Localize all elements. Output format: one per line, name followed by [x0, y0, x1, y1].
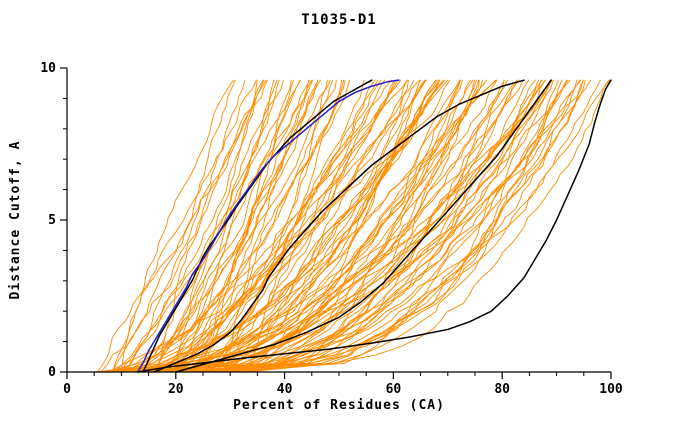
chart-title: T1035-D1 [301, 12, 377, 28]
ensemble-curve [184, 79, 402, 373]
ensemble-curve [230, 79, 584, 373]
x-tick-label: 40 [277, 382, 293, 397]
ensemble-curve [213, 79, 582, 373]
x-axis-label: Percent of Residues (CA) [233, 398, 445, 413]
ensemble-curve [158, 79, 520, 373]
ensemble-curve [132, 79, 546, 373]
ensemble-curve [120, 79, 265, 373]
ensemble-curve [184, 79, 496, 373]
ensemble-curve [179, 79, 610, 373]
ensemble-curve [144, 79, 421, 373]
ensemble-curve [180, 79, 474, 373]
ensemble-curve [93, 79, 542, 373]
ensemble-curve [173, 79, 292, 373]
ensemble-curve [123, 79, 351, 373]
ensemble-curve [133, 79, 331, 373]
ensemble-curve [219, 79, 461, 373]
highlight-curve-black-model-3 [175, 79, 552, 373]
ensemble-curve [175, 79, 284, 373]
ensemble-curve [149, 79, 438, 373]
ensemble-curve [251, 79, 427, 373]
ensemble-curve [149, 79, 258, 373]
ensemble-curve [170, 79, 498, 373]
ensemble-curve [196, 79, 440, 373]
ensemble-curve [233, 79, 553, 373]
ensemble-curve [157, 79, 264, 373]
ensemble-curve [212, 79, 505, 373]
ensemble-curve [217, 79, 386, 373]
ensemble-curve [118, 79, 246, 373]
ensemble-curve [181, 79, 539, 373]
ensemble-curve [183, 79, 399, 373]
ensemble-curve [156, 79, 278, 373]
ensemble-curve [113, 79, 311, 373]
ensemble-curve [112, 79, 257, 373]
x-tick-label: 80 [494, 382, 510, 397]
ensemble-curve [152, 79, 551, 373]
highlight-curve-blue-model [136, 79, 400, 373]
ensemble-curve [163, 79, 275, 373]
ensemble-curve [96, 79, 268, 373]
highlight-curve-black-model-1 [142, 79, 373, 373]
ensemble-curve [243, 79, 463, 373]
x-tick-label: 100 [599, 382, 623, 397]
ensemble-curve [200, 79, 477, 373]
ensemble-curve [224, 79, 581, 373]
ensemble-curve [155, 79, 294, 373]
ensemble-curve [192, 79, 346, 373]
ensemble-curve [187, 79, 497, 373]
highlight-curve-black-model-2 [153, 79, 525, 373]
ensemble-curve [120, 79, 234, 373]
x-tick-label: 60 [386, 382, 402, 397]
ensemble-curve [166, 79, 396, 373]
ensemble-curve [250, 79, 480, 373]
ensemble-curve [111, 79, 236, 373]
ensemble-curve [141, 79, 440, 373]
ensemble-curve [113, 79, 379, 373]
ensemble-curve [247, 79, 530, 373]
ensemble-curve [126, 79, 301, 373]
x-tick-label: 0 [63, 382, 71, 397]
y-tick-label: 0 [48, 365, 56, 380]
ensemble-curve [164, 79, 551, 373]
ensemble-curve [103, 79, 601, 373]
ensemble-curve [224, 79, 471, 373]
ensemble-curve [100, 79, 267, 373]
ensemble-curve [155, 79, 446, 373]
ensemble-curve [102, 79, 592, 373]
ensemble-curve [118, 79, 334, 373]
ensemble-curve [228, 79, 563, 373]
highlight-curve-black-model-4 [136, 79, 612, 373]
ensemble-curve [173, 79, 309, 373]
ensemble-curve [211, 79, 578, 373]
y-tick-label: 5 [48, 213, 56, 228]
ensemble-curve [227, 79, 319, 373]
ensemble-curve [207, 79, 569, 373]
ensemble-curve [249, 79, 480, 373]
ensemble-curve [218, 79, 437, 373]
ensemble-curve [223, 79, 408, 373]
ensemble-curve [127, 79, 488, 373]
ensemble-curve [166, 79, 611, 373]
ensemble-curve [177, 79, 426, 373]
x-tick-label: 20 [168, 382, 184, 397]
ensemble-curve [245, 79, 559, 373]
ensemble-curve [225, 79, 519, 373]
y-axis-label: Distance Cutoff, A [8, 140, 23, 300]
ensemble-curve [164, 79, 553, 373]
ensemble-curve [177, 79, 409, 373]
y-tick-label: 10 [40, 61, 56, 76]
